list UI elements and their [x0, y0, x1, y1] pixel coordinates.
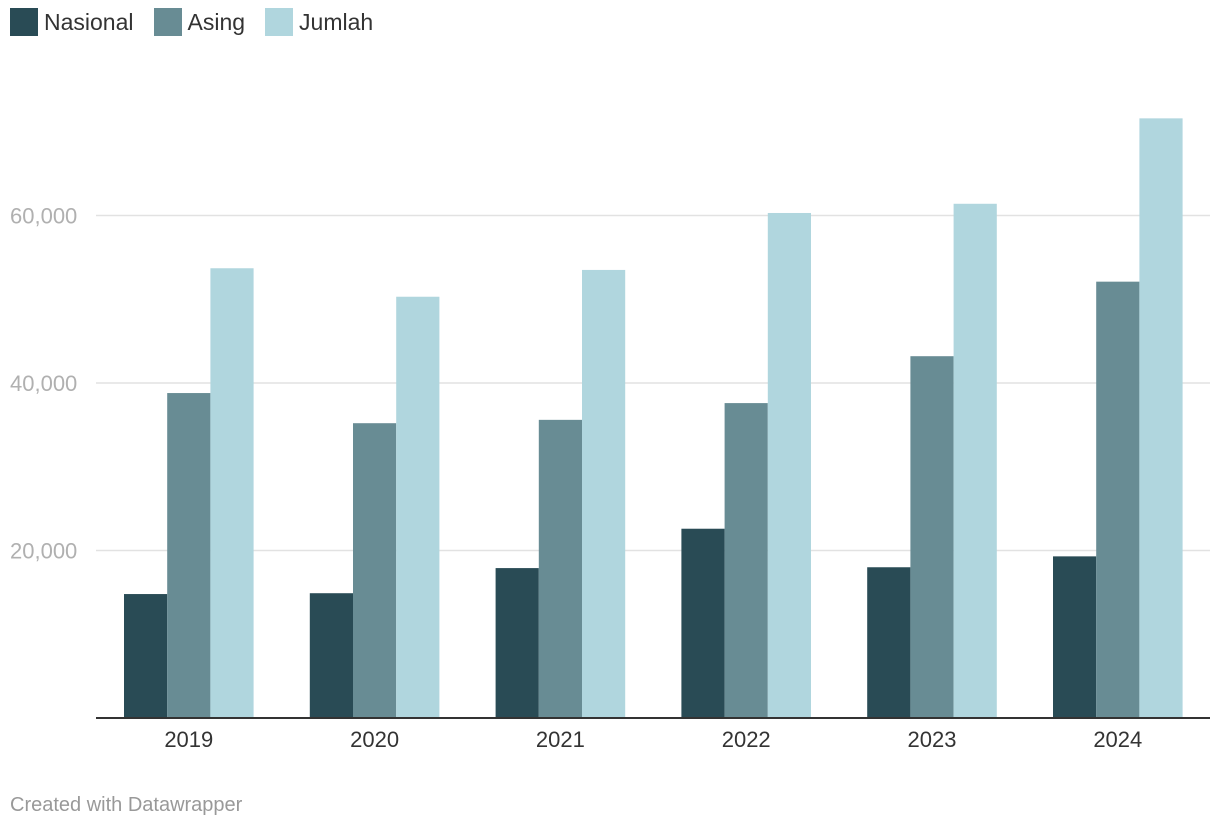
bar-nasional-2020 — [309, 593, 353, 718]
bar-asing-2020 — [353, 423, 397, 718]
legend-label-nasional: Nasional — [44, 9, 134, 35]
bar-jumlah-2020 — [396, 296, 440, 718]
x-tick-label-2021: 2021 — [536, 727, 585, 752]
x-tick-label-2020: 2020 — [350, 727, 399, 752]
y-axis-labels: 20,000 40,000 60,000 — [10, 204, 77, 564]
bar-nasional-2021 — [495, 568, 539, 718]
legend-swatch-nasional — [10, 8, 38, 36]
bar-jumlah-2019 — [210, 268, 254, 718]
y-tick-label: 40,000 — [10, 371, 77, 396]
bar-asing-2022 — [724, 403, 768, 718]
bar-jumlah-2023 — [953, 203, 997, 718]
bar-jumlah-2022 — [767, 212, 811, 719]
grid-lines — [96, 214, 1210, 552]
legend-swatch-jumlah — [265, 8, 294, 36]
credit-text: Created with Datawrapper — [10, 794, 243, 816]
legend-swatch-asing — [153, 8, 182, 36]
legend-label-asing: Asing — [187, 9, 246, 35]
bar-asing-2024 — [1096, 281, 1140, 718]
bar-nasional-2024 — [1053, 556, 1097, 718]
bar-asing-2021 — [538, 419, 582, 718]
bars — [124, 118, 1183, 719]
bar-jumlah-2024 — [1139, 118, 1183, 719]
x-tick-label-2023: 2023 — [908, 727, 957, 752]
x-tick-label-2019: 2019 — [164, 727, 213, 752]
bar-asing-2019 — [167, 393, 211, 718]
x-tick-label-2022: 2022 — [722, 727, 771, 752]
y-tick-label: 20,000 — [10, 539, 77, 564]
chart-legend: Nasional Asing Jumlah — [10, 8, 373, 36]
x-tick-label-2024: 2024 — [1093, 727, 1142, 752]
x-axis-labels: 2019 2020 2021 2022 2023 2024 — [164, 727, 1142, 752]
legend-item-jumlah: Jumlah — [265, 8, 373, 36]
legend-label-jumlah: Jumlah — [299, 9, 374, 35]
bar-nasional-2019 — [124, 594, 168, 718]
bar-jumlah-2021 — [582, 269, 626, 718]
legend-item-asing: Asing — [153, 8, 246, 36]
bar-nasional-2023 — [867, 567, 911, 718]
bar-nasional-2022 — [681, 528, 725, 718]
y-tick-label: 60,000 — [10, 204, 77, 229]
bar-asing-2023 — [910, 356, 954, 718]
legend-item-nasional: Nasional — [10, 8, 134, 36]
